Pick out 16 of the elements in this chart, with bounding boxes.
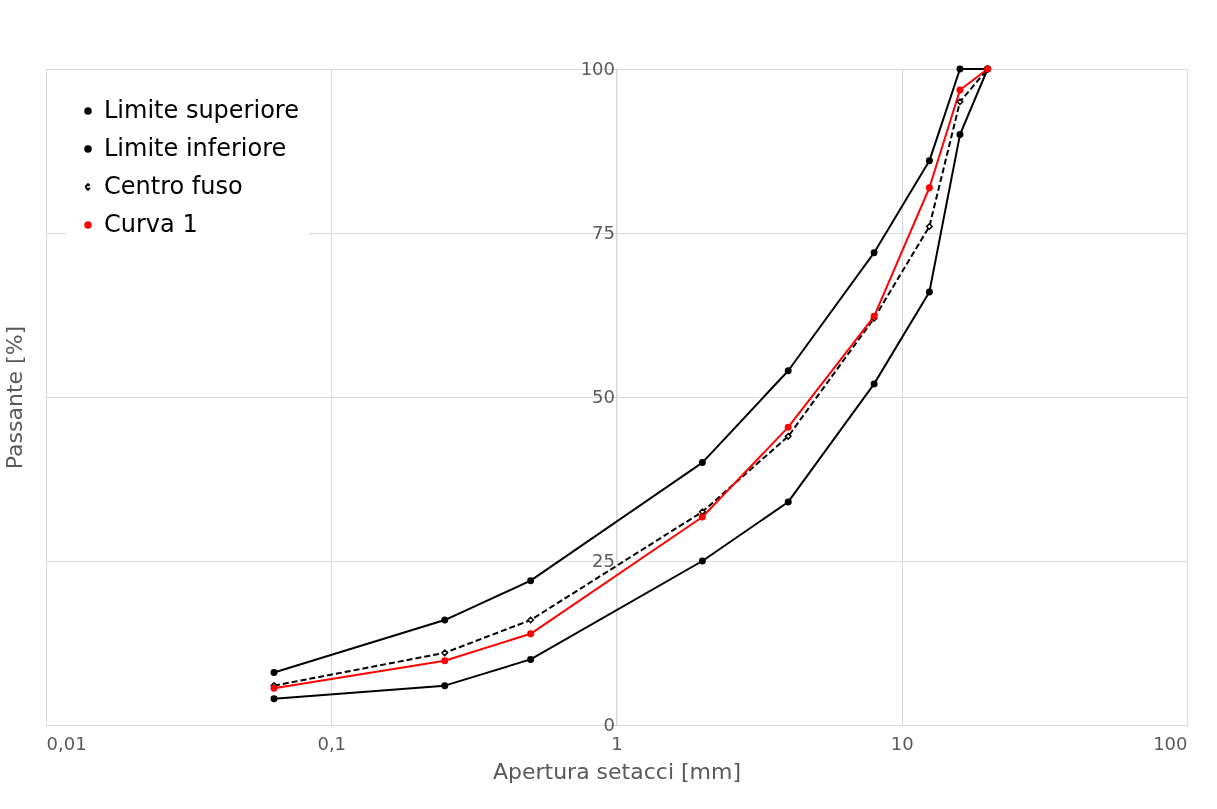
y-tick-label: 25 bbox=[592, 549, 615, 571]
y-axis-title: Passante [%] bbox=[1, 325, 27, 470]
x-tick-label: 100 bbox=[1153, 732, 1188, 754]
y-tick-label: 0 bbox=[603, 713, 615, 735]
legend-label: Limite superiore bbox=[104, 96, 299, 124]
x-axis-title: Apertura setacci [mm] bbox=[492, 758, 742, 784]
x-tick-label: 10 bbox=[890, 732, 914, 754]
legend-label: Centro fuso bbox=[104, 172, 243, 200]
y-tick-label: 75 bbox=[592, 221, 615, 243]
y-tick-label: 100 bbox=[580, 57, 615, 79]
legend-label: Limite inferiore bbox=[104, 134, 287, 162]
y-tick-label: 50 bbox=[592, 385, 615, 407]
x-tick-label: 0,01 bbox=[46, 732, 87, 754]
x-tick-label: 1 bbox=[611, 732, 623, 754]
legend-label: Curva 1 bbox=[104, 210, 198, 238]
x-tick-label: 0,1 bbox=[317, 732, 347, 754]
